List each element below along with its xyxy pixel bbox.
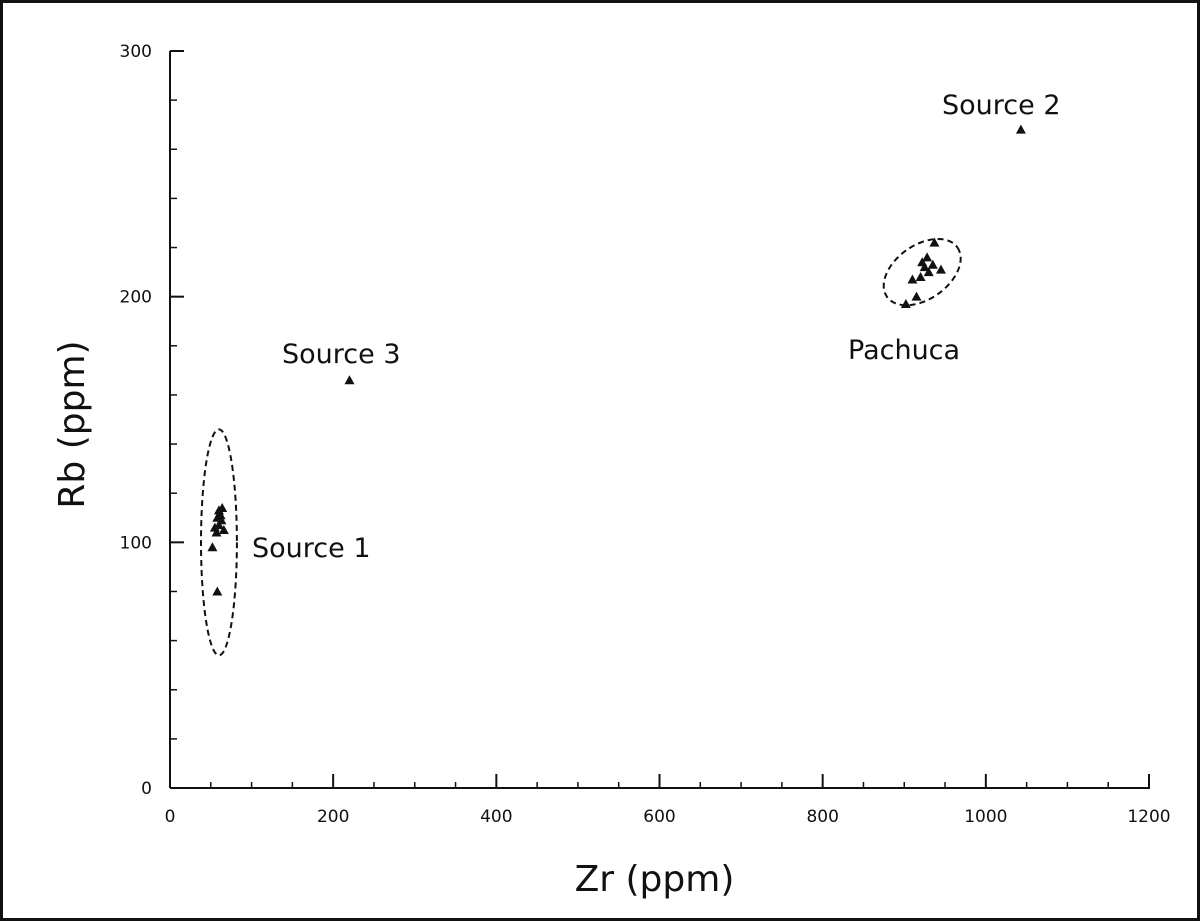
y-axis-title: Rb (ppm): [52, 340, 93, 508]
data-point: [344, 375, 355, 385]
annotation-source-1: Source 1: [252, 533, 371, 564]
y-tick-label: 0: [141, 779, 152, 799]
data-point: [900, 299, 911, 309]
data-point: [915, 272, 926, 282]
x-tick-label: 800: [806, 807, 838, 827]
annotation-source-3: Source 3: [282, 339, 401, 370]
data-points: [207, 124, 1026, 596]
data-point: [218, 525, 229, 535]
x-tick-label: 600: [643, 807, 675, 827]
data-point: [929, 237, 940, 247]
data-point: [211, 527, 222, 537]
y-tick-label: 300: [120, 42, 152, 62]
axes: [169, 51, 1150, 789]
ticks: 0 200 400 600 800 1000 1200 0 100 200 300: [120, 42, 1171, 827]
text-labels: Zr (ppm) Rb (ppm) Source 1 Source 2 Sour…: [52, 90, 1061, 900]
data-point: [911, 291, 922, 301]
x-axis-title: Zr (ppm): [575, 859, 735, 900]
data-point: [216, 515, 227, 525]
group-outlines: [200, 237, 962, 657]
y-tick-label: 200: [120, 288, 152, 308]
y-tick-label: 100: [120, 533, 152, 553]
data-point: [927, 259, 938, 269]
data-point: [922, 252, 933, 262]
data-point: [907, 274, 918, 284]
data-point: [212, 586, 223, 596]
data-point: [215, 510, 226, 520]
group-ellipse-pachuca: [882, 237, 962, 307]
annotation-pachuca: Pachuca: [848, 335, 960, 366]
data-point: [207, 542, 218, 552]
data-point: [935, 264, 946, 274]
x-tick-label: 400: [480, 807, 512, 827]
x-tick-label: 200: [317, 807, 349, 827]
x-tick-label: 0: [165, 807, 176, 827]
scatter-chart: 0 200 400 600 800 1000 1200 0 100 200 300 Zr (ppm)…: [52, 42, 1171, 900]
data-point: [209, 522, 220, 532]
annotation-source-2: Source 2: [942, 90, 1061, 121]
data-point: [1015, 124, 1026, 134]
data-point: [919, 262, 930, 272]
group-ellipse-source-1: [200, 428, 238, 657]
x-tick-label: 1000: [964, 807, 1007, 827]
x-tick-label: 1200: [1127, 807, 1170, 827]
data-point: [923, 267, 934, 277]
data-point: [917, 257, 928, 267]
data-point: [217, 502, 228, 512]
